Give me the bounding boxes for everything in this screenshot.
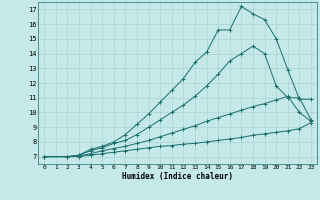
X-axis label: Humidex (Indice chaleur): Humidex (Indice chaleur) <box>122 172 233 181</box>
